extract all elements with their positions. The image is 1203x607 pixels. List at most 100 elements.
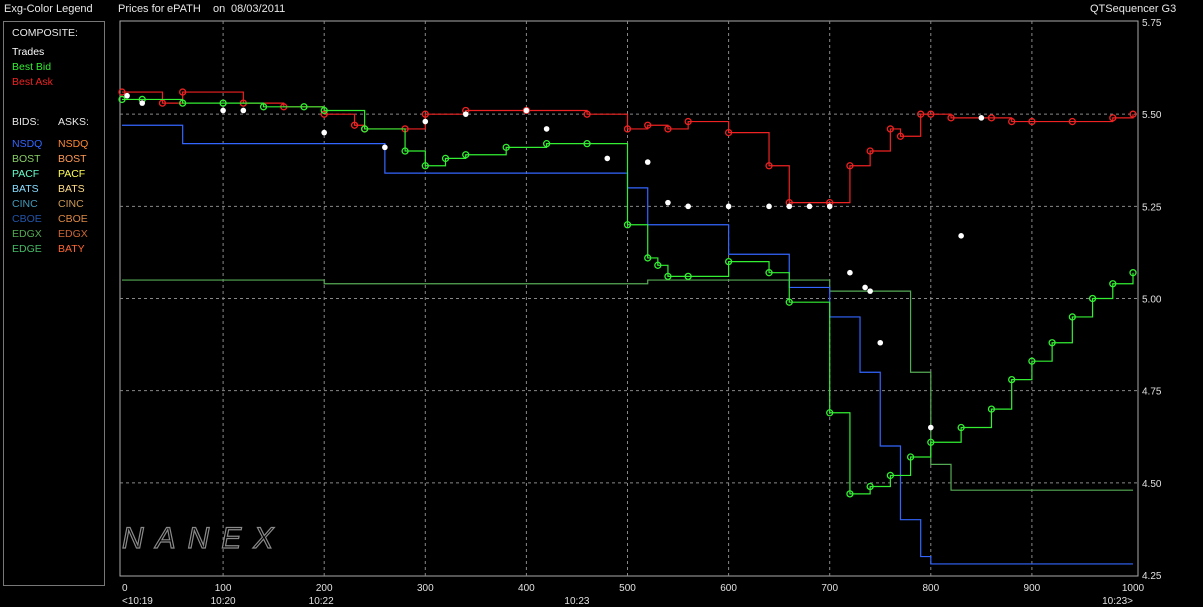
best-bid-point — [360, 125, 369, 133]
trade-point — [867, 288, 873, 294]
asks-label: ASKS: — [58, 116, 89, 128]
series-edgx — [122, 279, 1133, 491]
best-bid-point — [957, 423, 965, 432]
trade-point — [382, 144, 388, 151]
best-ask-point — [644, 121, 652, 129]
on-label: on — [213, 3, 226, 15]
best-bid-point — [179, 99, 187, 107]
exchange-color-legend: COMPOSITE: Trades Best Bid Best Ask BIDS: … — [3, 21, 105, 586]
best-ask-point — [158, 99, 167, 107]
best-bid-point — [583, 140, 591, 148]
trade-point — [877, 339, 884, 346]
trade-point — [826, 203, 833, 210]
best-bid-point — [664, 272, 672, 281]
composite-label: COMPOSITE: — [12, 27, 78, 39]
best-ask-point — [583, 110, 591, 118]
trade-point — [240, 107, 247, 114]
time-label: 10:22 — [309, 596, 334, 607]
trade-point — [685, 203, 691, 210]
trade-point — [665, 199, 671, 206]
best-ask-point — [1109, 114, 1117, 122]
y-tick-label: 5.00 — [1142, 295, 1162, 306]
best-ask-point — [927, 110, 935, 118]
best-ask-point — [765, 162, 773, 170]
trade-point — [462, 111, 469, 117]
best-bid-point — [826, 409, 834, 417]
trade-point — [978, 115, 985, 121]
x-tick-label: 1000 — [1122, 583, 1145, 594]
best-bid-point — [886, 471, 895, 480]
best-ask-point — [947, 114, 955, 122]
best-bid-point — [462, 151, 470, 159]
best-ask-point — [522, 106, 531, 115]
y-tick-label: 5.25 — [1142, 202, 1162, 213]
legend-ask-cboe: CBOE — [58, 213, 88, 225]
best-ask-point — [886, 125, 895, 133]
best-ask-point — [684, 117, 692, 126]
best-bid-point — [1068, 313, 1076, 321]
best-ask-point — [724, 128, 733, 137]
legend-ask-baty: BATY — [58, 243, 85, 255]
y-tick-label: 4.75 — [1142, 387, 1162, 398]
x-tick-label: 400 — [518, 583, 535, 594]
trade-point — [847, 269, 853, 276]
time-label: 10:23 — [564, 596, 589, 607]
trade-point — [543, 126, 550, 132]
series-layer — [118, 88, 1137, 565]
legend-bid-edgx: EDGX — [12, 228, 42, 240]
title-bar: Exg-Color Legend Prices for ePATH on 08/… — [0, 0, 1203, 18]
date-label: 08/03/2011 — [231, 3, 286, 15]
best-bid-point — [906, 453, 915, 461]
time-label: 10:20 — [211, 596, 236, 607]
trade-point — [124, 92, 130, 99]
best-bid-point — [765, 269, 773, 277]
trade-point — [786, 203, 793, 210]
best-bid-point — [401, 147, 409, 155]
best-bid-point — [846, 490, 854, 498]
best-bid-point — [623, 221, 632, 229]
trade-point — [604, 155, 611, 162]
best-bid-point — [421, 162, 429, 170]
x-tick-label: 200 — [316, 583, 333, 594]
legend-ask-edgx: EDGX — [58, 228, 88, 240]
trade-point — [139, 100, 146, 106]
axis-layer: 5.75 5.50 5.25 5.00 4.75 4.50 4.25 0 100 200 300 40… — [122, 18, 1162, 607]
best-ask-point — [320, 110, 328, 118]
trade-point — [523, 107, 530, 114]
legend-bid-edge: EDGE — [12, 243, 42, 255]
trade-point — [958, 233, 964, 239]
legend-bid-cinc: CINC — [12, 198, 38, 210]
best-bid-point — [987, 405, 996, 413]
legend-title: Exg-Color Legend — [4, 3, 93, 15]
trade-point — [422, 118, 429, 125]
bids-label: BIDS: — [12, 116, 40, 128]
best-bid-point — [300, 103, 308, 111]
best-bid-point — [1088, 294, 1097, 303]
best-ask-point — [1028, 117, 1036, 126]
legend-ask-bost: BOST — [58, 153, 87, 165]
x-tick-label: 100 — [215, 583, 232, 594]
prices-for-label: Prices for — [118, 3, 165, 15]
best-ask-point — [623, 125, 632, 133]
best-ask-point — [896, 132, 905, 140]
best-bid-point — [259, 103, 268, 111]
trade-point — [928, 424, 934, 431]
best-bid-point — [542, 140, 551, 148]
best-bid-point — [866, 482, 874, 491]
x-tick-label: 600 — [720, 583, 737, 594]
best-bid-point — [1008, 375, 1016, 384]
best-bid-point — [1028, 357, 1036, 365]
best-bid-point — [785, 298, 793, 306]
time-label: <10:19 — [122, 596, 153, 607]
best-bid-point — [684, 272, 692, 281]
x-tick-label: 800 — [922, 583, 939, 594]
x-tick-label: 700 — [821, 583, 838, 594]
best-bid-point — [118, 95, 126, 104]
y-tick-label: 5.50 — [1142, 110, 1162, 121]
legend-ask-cinc: CINC — [58, 198, 84, 210]
legend-ask-pacf: PACF — [58, 168, 86, 180]
legend-bid-bats: BATS — [12, 183, 39, 195]
best-bid-point — [927, 438, 935, 446]
best-bid-point — [1129, 269, 1137, 277]
